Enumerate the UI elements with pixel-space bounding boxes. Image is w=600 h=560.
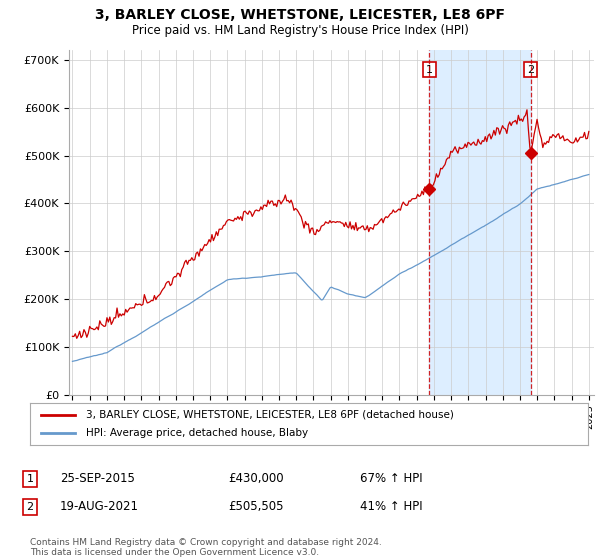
Text: 2: 2 [26,502,34,512]
Text: 1: 1 [426,64,433,74]
Text: 2: 2 [527,64,535,74]
Text: 19-AUG-2021: 19-AUG-2021 [60,500,139,514]
Text: HPI: Average price, detached house, Blaby: HPI: Average price, detached house, Blab… [86,428,308,438]
Text: £430,000: £430,000 [228,472,284,486]
Bar [429,50,531,395]
Text: Price paid vs. HM Land Registry's House Price Index (HPI): Price paid vs. HM Land Registry's House … [131,24,469,36]
Text: 1: 1 [26,474,34,484]
Text: 3, BARLEY CLOSE, WHETSTONE, LEICESTER, LE8 6PF: 3, BARLEY CLOSE, WHETSTONE, LEICESTER, L… [95,8,505,22]
Text: Contains HM Land Registry data © Crown copyright and database right 2024.
This d: Contains HM Land Registry data © Crown c… [30,538,382,557]
Text: 25-SEP-2015: 25-SEP-2015 [60,472,135,486]
Text: 67% ↑ HPI: 67% ↑ HPI [360,472,422,486]
Text: £505,505: £505,505 [228,500,284,514]
Text: 3, BARLEY CLOSE, WHETSTONE, LEICESTER, LE8 6PF (detached house): 3, BARLEY CLOSE, WHETSTONE, LEICESTER, L… [86,410,454,420]
Text: 41% ↑ HPI: 41% ↑ HPI [360,500,422,514]
